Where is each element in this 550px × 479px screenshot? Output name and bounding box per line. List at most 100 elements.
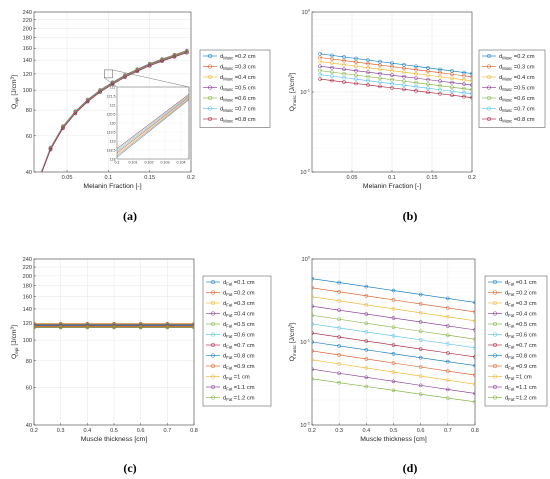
y-tick-base: 10: [300, 170, 306, 176]
data-point: [366, 58, 370, 62]
legend-subscript: Fat: [508, 365, 515, 370]
legend-value: =0.8 cm: [514, 117, 535, 123]
inset-y-tick-label: 119: [110, 139, 116, 143]
data-point: [330, 70, 334, 74]
series-line: [312, 350, 475, 376]
data-point: [354, 60, 358, 64]
legend-marker: [210, 353, 216, 358]
legend-prefix: d: [223, 343, 226, 349]
data-point: [312, 276, 314, 281]
x-tick-label: 0.1: [104, 175, 112, 181]
data-point: [445, 351, 450, 355]
data-point: [414, 76, 418, 80]
series-line: [312, 287, 475, 313]
y-axis-label-unit: [J/cm: [11, 79, 18, 97]
legend-marker: [210, 363, 216, 369]
data-point: [473, 382, 475, 387]
data-point: [342, 80, 346, 84]
data-point: [165, 325, 170, 330]
series-line: [312, 332, 475, 358]
legend-marker: [492, 353, 498, 358]
data-point: [342, 55, 346, 59]
data-point: [312, 376, 314, 381]
data-point: [342, 71, 346, 76]
legend-label: dFat =1.1 cm: [505, 385, 537, 391]
data-point: [312, 304, 314, 309]
data-point: [418, 374, 423, 378]
legend-label: dMusc =0.5 cm: [220, 86, 256, 92]
data-point: [364, 302, 369, 307]
data-point: [312, 331, 314, 335]
data-point: [364, 312, 369, 316]
legend-subscript: Musc: [502, 66, 512, 71]
data-point: [418, 302, 423, 306]
legend-marker: [492, 321, 498, 327]
data-point: [318, 55, 322, 60]
data-point: [318, 64, 322, 69]
data-point: [462, 86, 466, 91]
legend-marker: [207, 64, 213, 69]
data-point: [135, 69, 140, 74]
data-point: [391, 298, 396, 302]
legend-label: dMusc =0.3 cm: [499, 65, 535, 71]
series-line: [312, 314, 475, 340]
inset-x-tick-label: 0.102: [145, 161, 154, 165]
data-point: [318, 51, 322, 56]
legend-prefix: d: [220, 107, 223, 113]
data-point: [192, 325, 194, 330]
data-point: [462, 94, 466, 99]
data-point: [318, 72, 322, 77]
y-tick-base: 10: [302, 10, 308, 16]
legend-marker: [207, 95, 213, 101]
y-tick-label: 120: [23, 72, 32, 78]
legend-prefix: d: [220, 65, 223, 71]
data-point: [391, 361, 396, 365]
legend-prefix: d: [223, 291, 226, 297]
data-point: [312, 322, 314, 326]
legend-value: =0.6 cm: [516, 333, 537, 339]
legend-label: dFat =0.3 cm: [505, 301, 537, 307]
legend-prefix: d: [505, 333, 508, 339]
y-axis-label: Qepi [J/cm3]: [10, 75, 19, 109]
x-tick-label: 0.6: [137, 428, 145, 434]
data-point: [172, 54, 177, 59]
legend-value: =0.7 cm: [514, 107, 535, 113]
legend-value: =1.1 cm: [234, 385, 255, 391]
inset-y-tick-label: 118.5: [107, 148, 116, 152]
y-tick-label: 160: [23, 46, 32, 52]
inset-plot: 0.1 0.101 0.102 0.103 0.104 118 118.5 119 119.5 1…: [104, 69, 190, 165]
data-point: [354, 77, 358, 81]
data-point: [112, 325, 116, 330]
data-point: [391, 370, 396, 374]
data-point: [445, 324, 450, 328]
data-point: [37, 181, 40, 184]
data-point: [450, 85, 454, 89]
legend-subscript: Musc: [502, 97, 512, 102]
legend-value: =0.3 cm: [514, 65, 535, 71]
legend-value: =0.4 cm: [235, 75, 256, 81]
legend-subscript: Fat: [226, 344, 233, 349]
legend-value: =0.5 cm: [514, 86, 535, 92]
legend-subscript: Fat: [508, 323, 515, 328]
legend-value: =0.9 cm: [234, 364, 255, 370]
series-line: [312, 278, 475, 303]
y-axis-label-main: Q: [11, 354, 18, 359]
legend-label: dFat =1.2 cm: [505, 396, 537, 402]
legend-subscript: Fat: [226, 365, 233, 370]
y-tick-exponent: 0: [308, 8, 311, 13]
legend-marker: [486, 95, 492, 101]
series-line: [312, 305, 475, 331]
data-point: [438, 83, 442, 88]
data-point: [337, 317, 342, 322]
legend-subscript: Musc: [223, 66, 233, 71]
data-point: [426, 86, 430, 91]
legend-box: [199, 49, 271, 128]
y-tick-label: 240: [23, 10, 32, 16]
y-tick-label: 180: [23, 36, 32, 42]
y-axis-label-sub: musc: [292, 344, 297, 356]
x-tick-label: 0.05: [62, 175, 73, 181]
data-point: [391, 316, 396, 320]
legend-marker: [486, 74, 492, 80]
series-line: [312, 378, 475, 403]
